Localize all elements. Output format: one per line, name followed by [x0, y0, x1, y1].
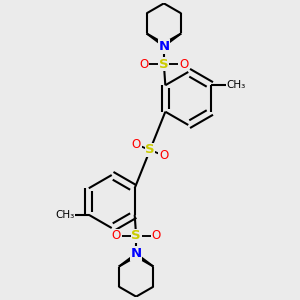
- Text: S: S: [131, 230, 141, 242]
- Text: N: N: [130, 247, 142, 260]
- Text: N: N: [158, 40, 169, 53]
- Text: O: O: [151, 230, 160, 242]
- Text: O: O: [140, 58, 149, 70]
- Text: O: O: [132, 138, 141, 151]
- Text: S: S: [159, 58, 169, 70]
- Text: O: O: [112, 230, 121, 242]
- Text: O: O: [179, 58, 188, 70]
- Text: CH₃: CH₃: [226, 80, 245, 90]
- Text: S: S: [145, 143, 155, 157]
- Text: CH₃: CH₃: [56, 210, 75, 220]
- Text: O: O: [159, 149, 168, 162]
